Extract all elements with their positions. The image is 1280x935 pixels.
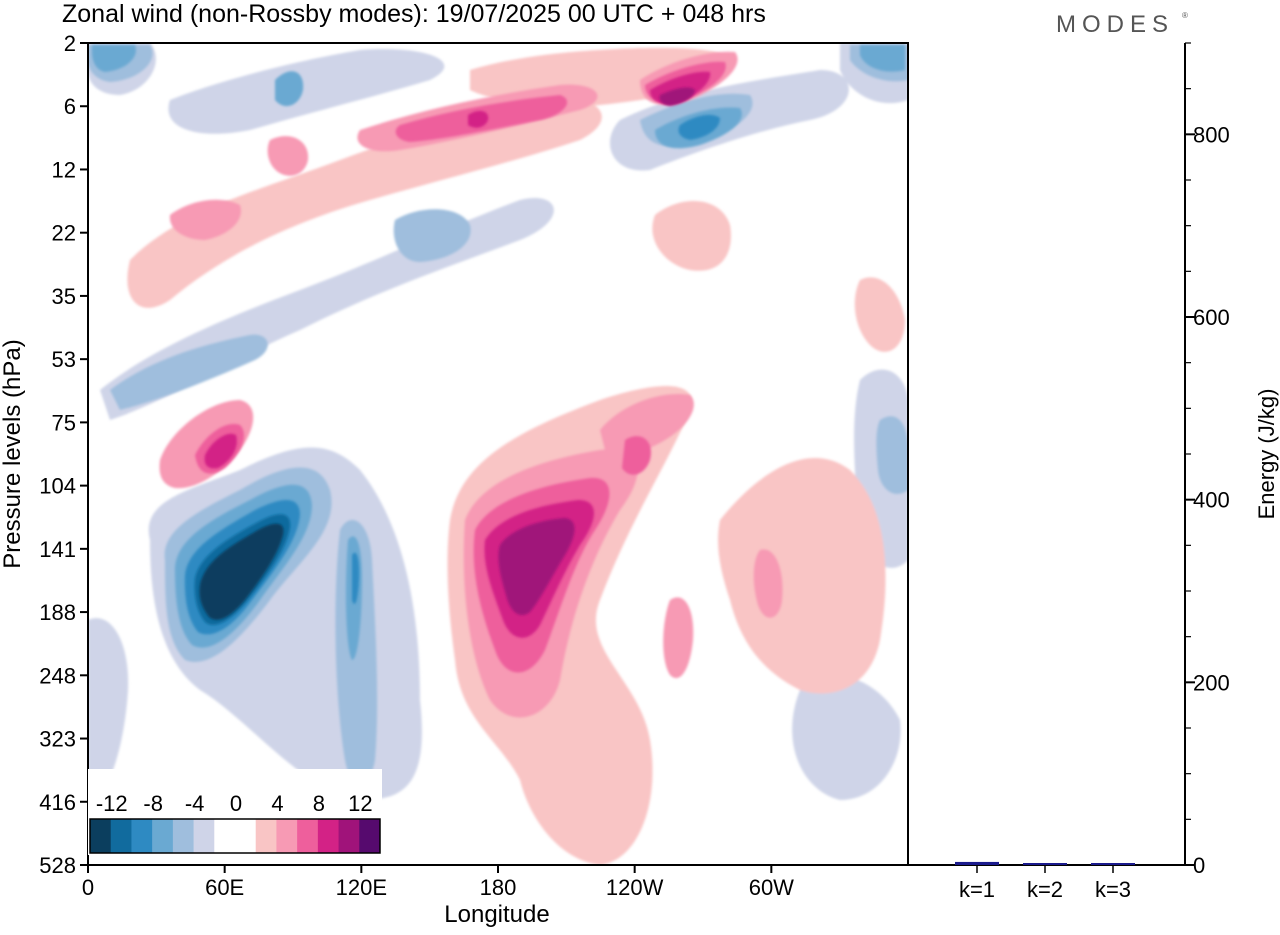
y-tick-label: 75 [52, 410, 76, 435]
contour-neg-l2-h [393, 209, 471, 262]
contour-neg-l1-g [88, 618, 129, 800]
contour-pos-l1-g [854, 277, 905, 352]
contour-pos-l1-e [652, 201, 731, 271]
y-tick-label: 528 [39, 853, 76, 878]
energy-tick-label: 200 [1193, 670, 1230, 695]
contour-neg-l1-c [168, 49, 445, 134]
y-tick-label: 188 [39, 600, 76, 625]
energy-category-label: k=2 [1027, 877, 1063, 902]
y-tick-label: 35 [52, 284, 76, 309]
y-tick-label: 12 [52, 157, 76, 182]
contour-neg-l6-a [199, 523, 284, 620]
contour-pos-l1-c [127, 99, 602, 308]
contour-pos-l2-c [600, 394, 694, 456]
contour-pos-l1-b [718, 458, 886, 694]
colorbar-frame [89, 818, 381, 854]
colorbar-swatch [152, 819, 174, 853]
energy-bar-k2 [1023, 863, 1067, 865]
contour-pos-l3-c [622, 436, 651, 475]
x-axis-label: Longitude [444, 901, 549, 928]
colorbar-label: 12 [348, 791, 372, 816]
y-tick-label: 323 [39, 727, 76, 752]
colorbar-swatch [131, 819, 153, 853]
colorbar-swatch [317, 819, 340, 853]
contour-neg-l2-g [876, 416, 908, 494]
y-tick-label: 2 [64, 31, 76, 56]
colorbar-swatch [214, 819, 236, 853]
contour-neg-l3-f [275, 71, 304, 107]
contour-pos-l2-i [267, 136, 309, 176]
energy-bar-k3 [1091, 863, 1135, 865]
x-tick-label: 60E [205, 875, 244, 900]
colorbar-swatch [338, 819, 360, 853]
x-tick-label: 0 [82, 875, 94, 900]
y-tick-label: 416 [39, 790, 76, 815]
colorbar-label: 0 [230, 791, 242, 816]
colorbar-swatch [235, 819, 257, 853]
x-tick-label: 180 [480, 875, 517, 900]
x-tick-label: 120E [336, 875, 387, 900]
colorbar-label: 4 [271, 791, 283, 816]
colorbar-swatch [255, 819, 277, 853]
energy-tick-label: 400 [1193, 488, 1230, 513]
contour-pos-l1-f [545, 683, 646, 860]
energy-bar-k1 [955, 861, 999, 865]
contour-neg-l2-c [110, 334, 268, 410]
energy-tick-label: 0 [1193, 853, 1205, 878]
heatmap-axes: 0 60E 120E 180 120W 60W 2 6 12 22 35 53 75 104 141 188 2… [39, 31, 794, 900]
colorbar: -12 -8 -4 0 4 8 12 [88, 769, 382, 855]
y-tick-label: 248 [39, 663, 76, 688]
y-tick-label: 104 [39, 474, 76, 499]
contour-pos-l4-b [204, 433, 237, 469]
colorbar-swatch [359, 819, 381, 853]
y-tick-label: 6 [64, 94, 76, 119]
contour-pos-l4-d [468, 110, 489, 128]
energy-chart: 0 200 400 600 800 k=1 k=2 k=3 [955, 42, 1230, 902]
contour-pos-l2-h [753, 549, 783, 618]
energy-tick-label: 600 [1193, 305, 1230, 330]
contour-neg-l1-f [792, 675, 901, 800]
x-tick-label: 60W [749, 875, 794, 900]
x-tick-label: 120W [606, 875, 664, 900]
modes-logo-mark: ® [1182, 11, 1188, 20]
energy-category-label: k=3 [1095, 877, 1131, 902]
contour-pos-l2-g [663, 597, 694, 679]
colorbar-swatch [110, 819, 132, 853]
contour-pos-l5-a [498, 518, 575, 616]
energy-category-label: k=1 [959, 877, 995, 902]
colorbar-label: 8 [313, 791, 325, 816]
contour-neg-l4-c [678, 114, 720, 140]
modes-logo: MODES [1056, 11, 1174, 38]
colorbar-swatch [276, 819, 298, 853]
y-tick-label: 141 [39, 537, 76, 562]
heatmap-field [88, 43, 908, 865]
y-tick-label: 53 [52, 347, 76, 372]
chart-title: Zonal wind (non-Rossby modes): 19/07/202… [62, 0, 766, 28]
colorbar-swatch [172, 819, 195, 853]
y-axis-label: Pressure levels (hPa) [0, 339, 26, 568]
energy-tick-label: 800 [1193, 122, 1230, 147]
colorbar-swatch [90, 819, 112, 853]
y-tick-label: 22 [52, 221, 76, 246]
colorbar-swatch [297, 819, 319, 853]
colorbar-label: -12 [96, 791, 128, 816]
contour-neg-l3-d [92, 45, 136, 72]
contour-neg-l3-e [860, 45, 905, 72]
energy-y-axis-label: Energy (J/kg) [1254, 389, 1279, 520]
contour-pos-l2-f [169, 199, 241, 240]
contour-neg-l4-b [352, 552, 360, 604]
colorbar-label: -8 [143, 791, 163, 816]
colorbar-swatch [193, 819, 215, 853]
contour-pos-l5-b [659, 87, 695, 106]
colorbar-label: -4 [185, 791, 205, 816]
